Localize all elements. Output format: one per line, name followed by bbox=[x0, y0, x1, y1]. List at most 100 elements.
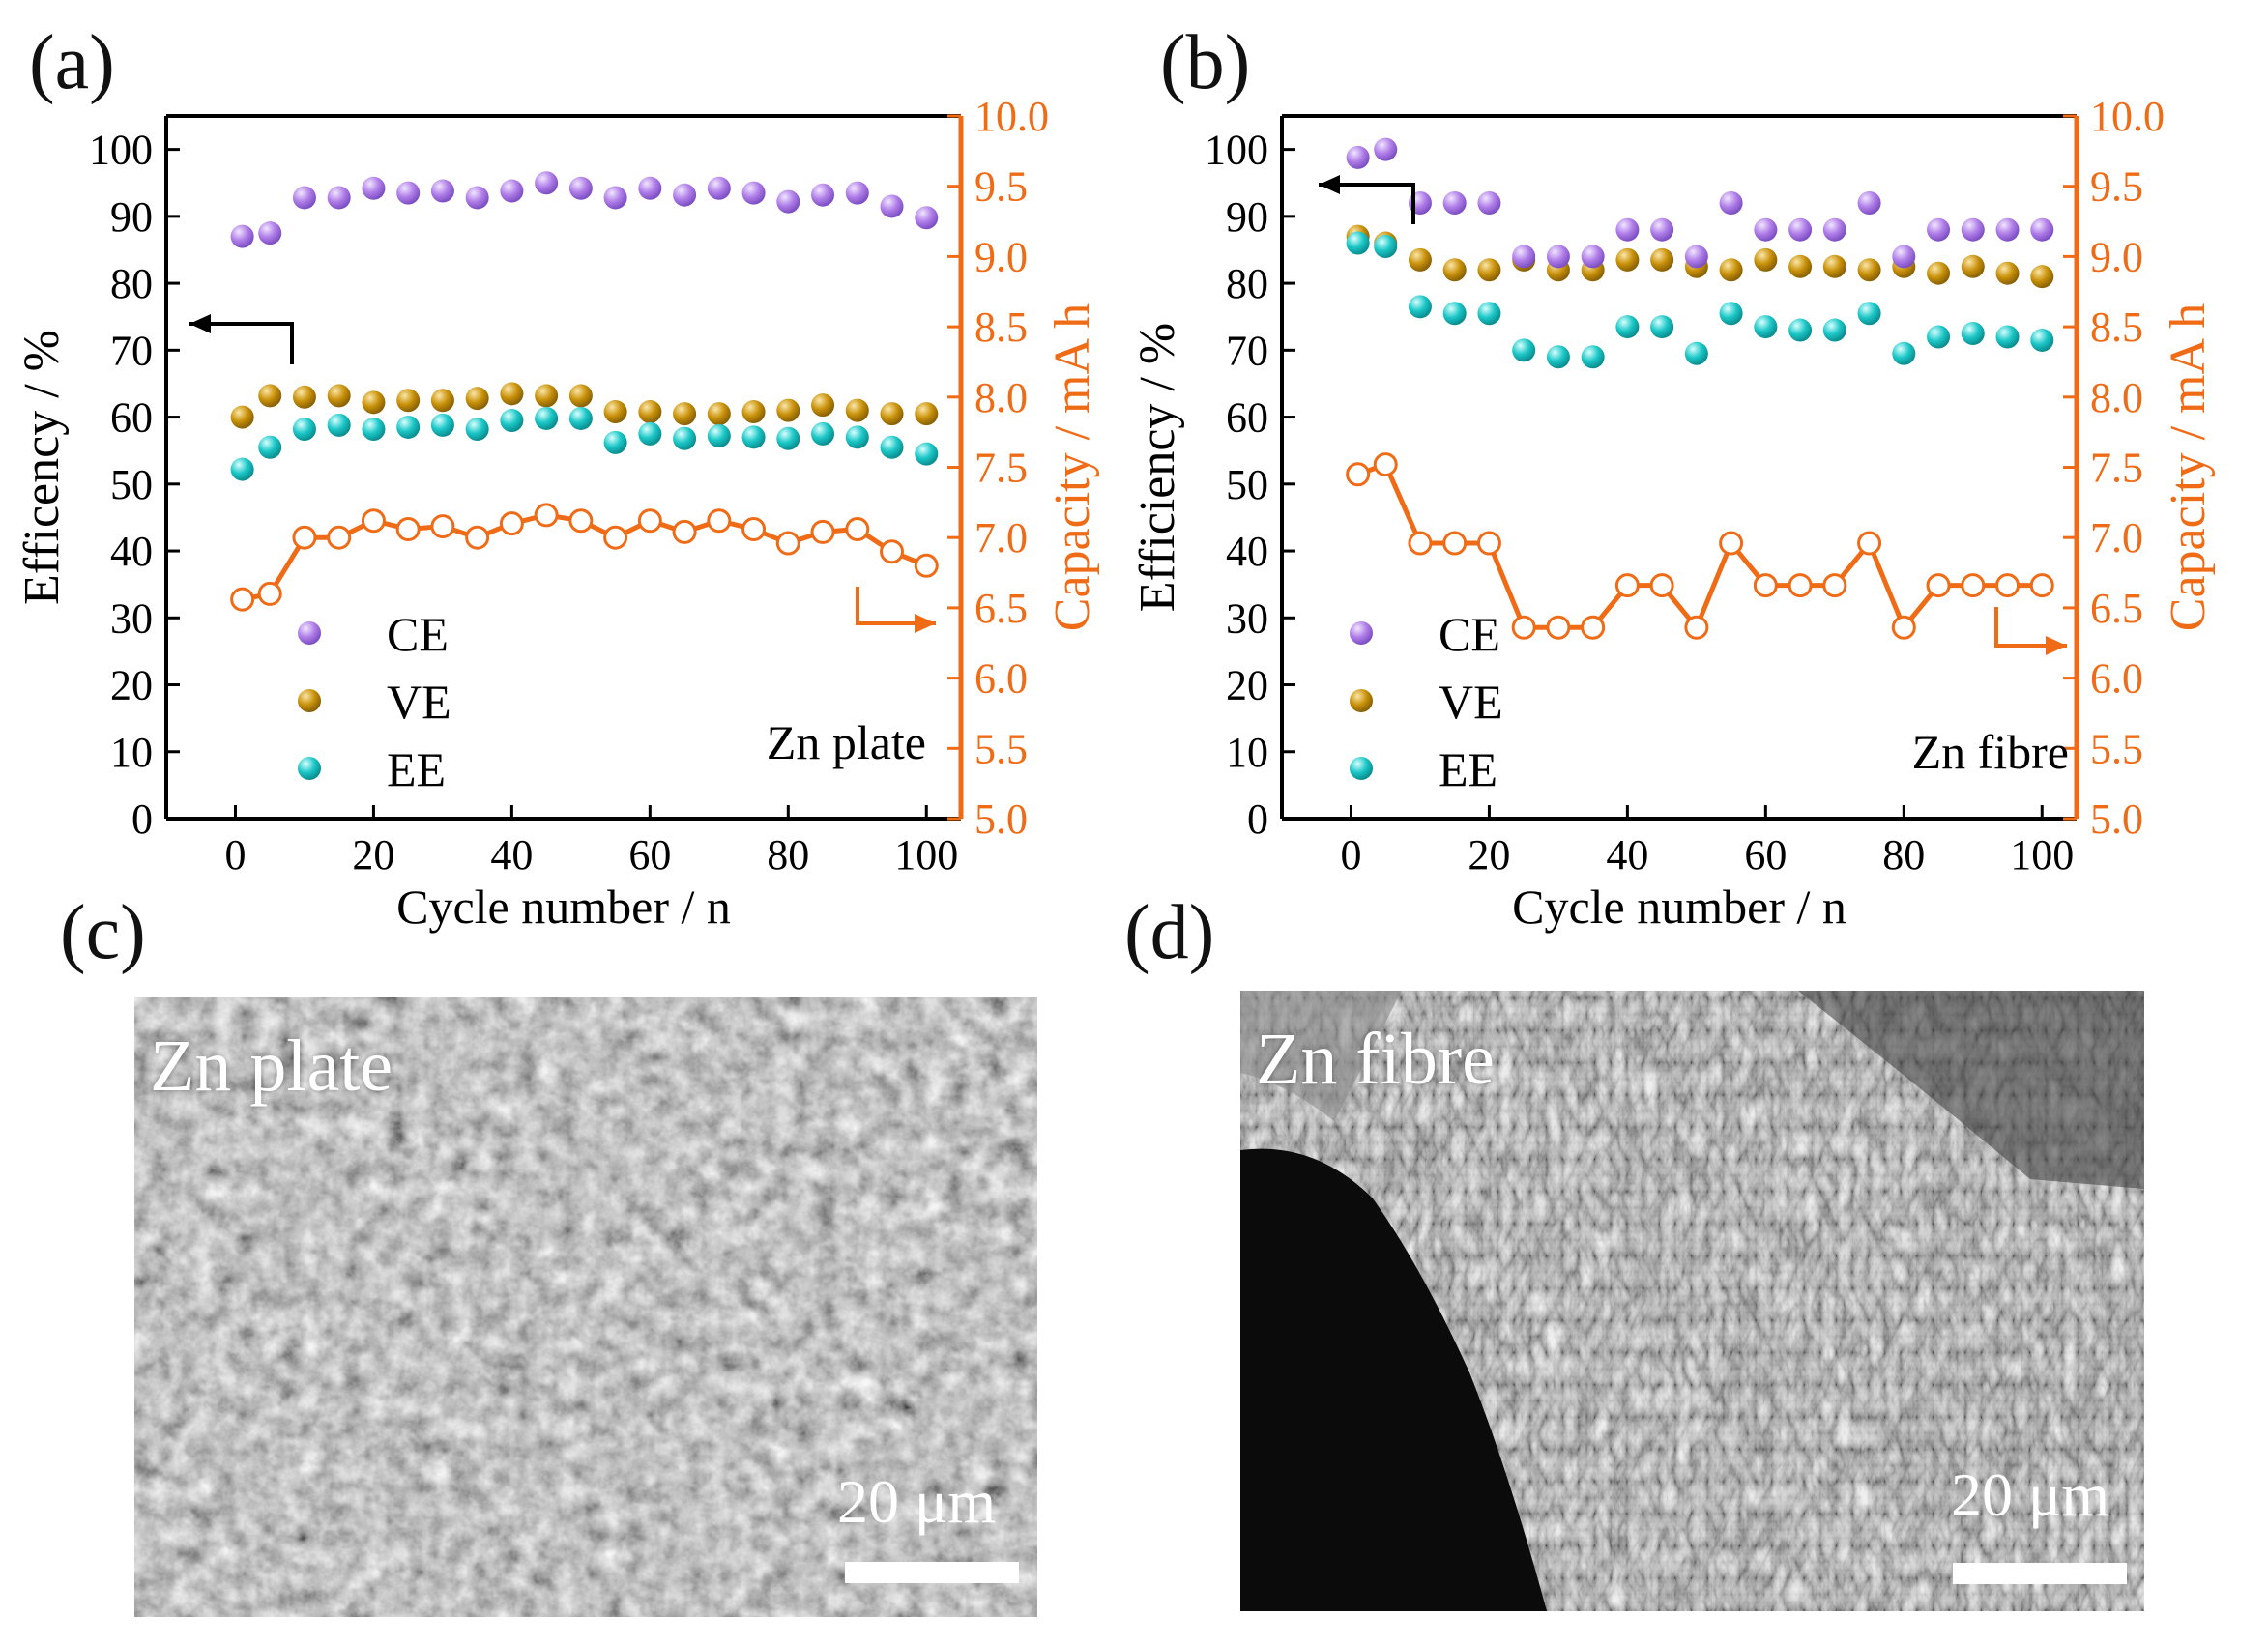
ce-point-a bbox=[707, 176, 731, 200]
ve-point-a bbox=[258, 384, 282, 408]
legend-marker-ve-b bbox=[1350, 689, 1373, 712]
y-tick-label-b: 70 bbox=[1226, 327, 1268, 374]
y-tick-label-b: 40 bbox=[1226, 528, 1268, 575]
ee-point-b bbox=[1857, 302, 1881, 326]
left-axis-arrow-a bbox=[189, 322, 294, 364]
ce-point-b bbox=[2030, 217, 2054, 242]
ee-point-a bbox=[230, 457, 254, 481]
x-tick-label-b: 80 bbox=[1882, 831, 1925, 879]
y-tick-label-a: 40 bbox=[110, 528, 153, 575]
scale-bar-c bbox=[845, 1562, 1019, 1583]
ee-point-a bbox=[292, 418, 316, 442]
legend-marker-ee-a bbox=[298, 757, 321, 780]
y-tick-label-b: 90 bbox=[1226, 193, 1268, 241]
ee-point-a bbox=[741, 425, 766, 449]
ve-point-a bbox=[741, 400, 766, 424]
y-tick-label-b: 0 bbox=[1247, 795, 1268, 843]
ve-point-b bbox=[1857, 258, 1881, 282]
capacity-point-a bbox=[810, 519, 835, 544]
legend-label-ee-b: EE bbox=[1439, 742, 1497, 796]
sem-title-c: Zn plate bbox=[150, 1025, 393, 1107]
ee-point-a bbox=[568, 406, 593, 430]
ee-point-b bbox=[1788, 318, 1813, 342]
panel-label-d: (d) bbox=[1124, 890, 1215, 975]
y2-tick-label-b: 5.5 bbox=[2090, 725, 2143, 772]
ee-point-b bbox=[1374, 235, 1398, 259]
scale-bar-d bbox=[1953, 1563, 2127, 1584]
y-tick-label-a: 10 bbox=[110, 729, 153, 776]
capacity-point-a bbox=[775, 531, 800, 556]
ce-point-b bbox=[1961, 217, 1985, 242]
ve-point-a bbox=[880, 402, 904, 426]
capacity-point-b bbox=[1926, 573, 1951, 598]
ee-point-b bbox=[1822, 318, 1846, 342]
ve-point-b bbox=[1442, 258, 1467, 282]
sem-image-c bbox=[134, 997, 1037, 1617]
ee-point-a bbox=[465, 418, 489, 442]
y-axis-title-b: Efficiency / % bbox=[1130, 323, 1185, 612]
chart-b: 0 20 40 60 80 100 0 10 20 30 40 50 60 70 80 90 100 5.0 5.5… bbox=[1130, 93, 2216, 934]
chart-a: 0 20 40 60 80 100 0 10 20 30 40 50 60 70 80 90 100 5.0 5.5… bbox=[15, 93, 1100, 934]
x-tick-label-b: 40 bbox=[1606, 831, 1648, 879]
ee-point-b bbox=[1927, 325, 1951, 349]
y2-tick-label-b: 9.0 bbox=[2090, 233, 2143, 280]
y2-tick-label-a: 8.0 bbox=[974, 374, 1028, 421]
y-tick-label-a: 90 bbox=[110, 193, 153, 241]
capacity-point-a bbox=[327, 525, 352, 550]
y2-axis-title-a: Capacity / mA h bbox=[1045, 303, 1100, 631]
ce-point-a bbox=[292, 186, 316, 210]
ve-point-a bbox=[362, 390, 386, 415]
capacity-point-b bbox=[1961, 573, 1986, 598]
ce-point-b bbox=[1546, 245, 1570, 269]
ee-point-b bbox=[1546, 345, 1570, 369]
ce-point-b bbox=[1650, 217, 1674, 242]
ee-point-b bbox=[1408, 295, 1432, 319]
y-tick-label-a: 70 bbox=[110, 327, 153, 374]
y-tick-label-b: 80 bbox=[1226, 260, 1268, 307]
ve-point-b bbox=[1477, 258, 1501, 282]
x-tick-label-b: 20 bbox=[1468, 831, 1510, 879]
capacity-point-a bbox=[672, 519, 697, 544]
ve-point-b bbox=[1650, 247, 1674, 272]
right-axis-arrowhead-b bbox=[2046, 636, 2067, 655]
y2-tick-label-a: 9.5 bbox=[974, 163, 1028, 211]
ee-point-b bbox=[1581, 345, 1605, 369]
scale-label-c: 20 μm bbox=[837, 1467, 997, 1536]
scale-label-d: 20 μm bbox=[1951, 1460, 2110, 1529]
ve-point-a bbox=[465, 387, 489, 411]
ee-point-b bbox=[1892, 341, 1916, 365]
ce-point-a bbox=[915, 206, 939, 230]
ee-point-b bbox=[1650, 315, 1674, 339]
legend-label-ce-b: CE bbox=[1439, 607, 1500, 661]
ve-point-a bbox=[535, 384, 559, 408]
left-axis-arrowhead-a bbox=[189, 314, 211, 333]
ee-point-a bbox=[258, 435, 282, 459]
ce-point-a bbox=[776, 189, 800, 214]
ce-point-b bbox=[1788, 217, 1813, 242]
y2-tick-label-a: 6.5 bbox=[974, 585, 1028, 632]
capacity-point-b bbox=[1581, 615, 1606, 640]
ce-point-b bbox=[1581, 245, 1605, 269]
panel-label-c: (c) bbox=[60, 890, 146, 975]
ce-point-a bbox=[430, 179, 454, 203]
capacity-point-a bbox=[914, 553, 939, 578]
y2-tick-label-b: 8.0 bbox=[2090, 374, 2143, 421]
ve-point-a bbox=[915, 402, 939, 426]
capacity-point-a bbox=[499, 511, 524, 536]
capacity-point-a bbox=[257, 581, 282, 606]
ve-point-a bbox=[638, 400, 662, 424]
ve-point-a bbox=[811, 393, 835, 418]
ce-point-a bbox=[535, 171, 559, 195]
y2-tick-label-b: 8.5 bbox=[2090, 303, 2143, 351]
ee-point-a bbox=[811, 421, 835, 446]
capacity-point-b bbox=[1857, 531, 1882, 556]
capacity-point-a bbox=[603, 525, 628, 550]
ce-point-b bbox=[1684, 245, 1708, 269]
capacity-point-a bbox=[292, 525, 317, 550]
capacity-point-b bbox=[2029, 573, 2054, 598]
ce-point-a bbox=[741, 181, 766, 205]
ee-point-a bbox=[603, 430, 627, 454]
y2-axis-title-b: Capacity / mA h bbox=[2161, 303, 2216, 631]
ve-point-b bbox=[1615, 247, 1640, 272]
